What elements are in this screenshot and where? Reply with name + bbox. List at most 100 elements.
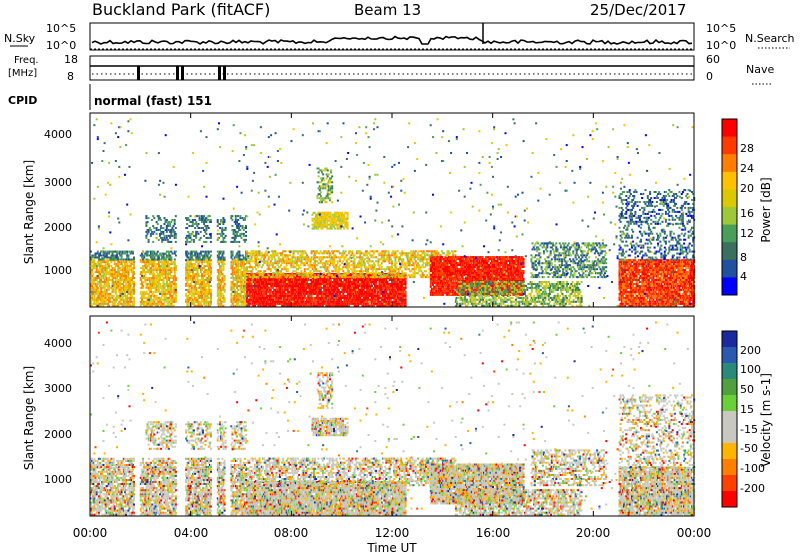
power-cell-1665 <box>236 283 238 285</box>
power-cell-1336 <box>201 269 203 271</box>
power-cell-4087 <box>374 297 376 299</box>
power-cell-2215 <box>174 223 176 225</box>
power-cell-710 <box>147 285 149 287</box>
power-cell-1093 <box>175 301 177 303</box>
power-cell-382 <box>117 269 119 271</box>
power-cell-3112 <box>297 285 299 287</box>
power-cell-1464 <box>210 277 212 279</box>
power-cell-1943 <box>153 253 155 255</box>
power-cell-2153 <box>160 233 162 235</box>
power-cell-2793 <box>272 291 274 293</box>
power-cell-608 <box>133 281 135 283</box>
power-cell-226 <box>105 265 107 267</box>
power-cell-4546 <box>255 250 257 252</box>
power-cell-2314 <box>205 227 207 229</box>
power-cell-2902 <box>281 287 283 289</box>
power-cell-80 <box>96 303 98 305</box>
power-cell-1839 <box>105 251 107 253</box>
power-cell-4085 <box>374 301 376 303</box>
power-cell-2008 <box>192 259 194 261</box>
power-cell-1182 <box>190 271 192 273</box>
power-cell-2977 <box>287 289 289 291</box>
power-cell-3201 <box>304 281 306 283</box>
power-cell-318 <box>113 287 115 289</box>
power-cell-1220 <box>193 289 195 291</box>
power-cell-1831 <box>103 255 105 257</box>
power-cell-1131 <box>186 281 188 283</box>
power-cell-3374 <box>317 279 319 281</box>
power-cell-1147 <box>187 283 189 285</box>
power-cell-317 <box>113 289 115 291</box>
power-cell-2445 <box>245 231 247 233</box>
power-cell-2063 <box>220 259 222 261</box>
power-cell-1009 <box>168 291 170 293</box>
power-cell-2415 <box>237 215 239 217</box>
power-cell-868 <box>158 287 160 289</box>
power-cell-2019 <box>197 255 199 257</box>
power-cell-4531 <box>254 266 256 268</box>
power-cell-1288 <box>198 273 200 275</box>
power-cell-2033 <box>203 259 205 261</box>
power-cell-2239 <box>187 217 189 219</box>
power-cell-234 <box>106 285 108 287</box>
power-cell-3039 <box>291 279 293 281</box>
power-cell-267 <box>108 285 110 287</box>
power-cell-4126 <box>377 299 379 301</box>
power-cell-966 <box>165 273 167 275</box>
power-cell-971 <box>165 263 167 265</box>
power-cell-2270 <box>195 233 197 235</box>
power-cell-2138 <box>156 229 158 231</box>
power-cell-1298 <box>199 287 201 289</box>
power-cell-1085 <box>174 275 176 277</box>
power-cell-1536 <box>220 267 222 269</box>
power-cell-975 <box>166 301 168 303</box>
power-cell-574 <box>131 279 133 281</box>
power-cell-1029 <box>169 273 171 275</box>
beam-title: Beam 13 <box>354 1 421 19</box>
power-cell-1448 <box>209 275 211 277</box>
power-cell-754 <box>149 259 151 261</box>
power-cell-4508 <box>249 260 251 262</box>
power-cell-2228 <box>186 241 188 243</box>
power-cell-1608 <box>232 265 234 267</box>
power-cell-786 <box>152 299 154 301</box>
power-cell-1248 <box>195 297 197 299</box>
power-cell-2293 <box>201 215 203 217</box>
power-cell-2713 <box>265 281 267 283</box>
power-cell-3794 <box>350 287 352 289</box>
power-cell-1160 <box>189 287 191 289</box>
power-cell-1686 <box>237 271 239 273</box>
noise-left-tick-top: 10^5 <box>46 22 76 35</box>
power-cell-947 <box>164 283 166 285</box>
power-cell-1191 <box>191 291 193 293</box>
power-cell-3852 <box>355 283 357 285</box>
power-cell-436 <box>122 291 124 293</box>
power-cell-4388 <box>398 291 400 293</box>
power-cell-855 <box>157 285 159 287</box>
power-cell-1271 <box>197 271 199 273</box>
power-cell-1580 <box>230 299 232 301</box>
power-cell-2199 <box>170 241 172 243</box>
power-cell-2513 <box>251 283 253 285</box>
power-cell-1043 <box>170 287 172 289</box>
power-cell-1130 <box>186 285 188 287</box>
power-cell-2760 <box>270 297 272 299</box>
power-cell-1222 <box>193 277 195 279</box>
power-cell-1353 <box>203 297 205 299</box>
power-cell-101 <box>97 289 99 291</box>
power-cell-1285 <box>198 281 200 283</box>
power-cell-434 <box>122 297 124 299</box>
power-cell-1862 <box>113 255 115 257</box>
power-cell-1934 <box>151 257 153 259</box>
power-cell-693 <box>146 291 148 293</box>
power-cell-914 <box>161 275 163 277</box>
power-cell-621 <box>140 291 142 293</box>
power-cell-2217 <box>174 219 176 221</box>
power-cell-1568 <box>224 297 226 299</box>
power-cell-2603 <box>257 287 259 289</box>
power-cell-1269 <box>197 277 199 279</box>
power-cell-1632 <box>234 283 236 285</box>
power-cell-2423 <box>239 229 241 231</box>
power-cell-844 <box>156 279 158 281</box>
power-cell-1895 <box>126 253 128 255</box>
